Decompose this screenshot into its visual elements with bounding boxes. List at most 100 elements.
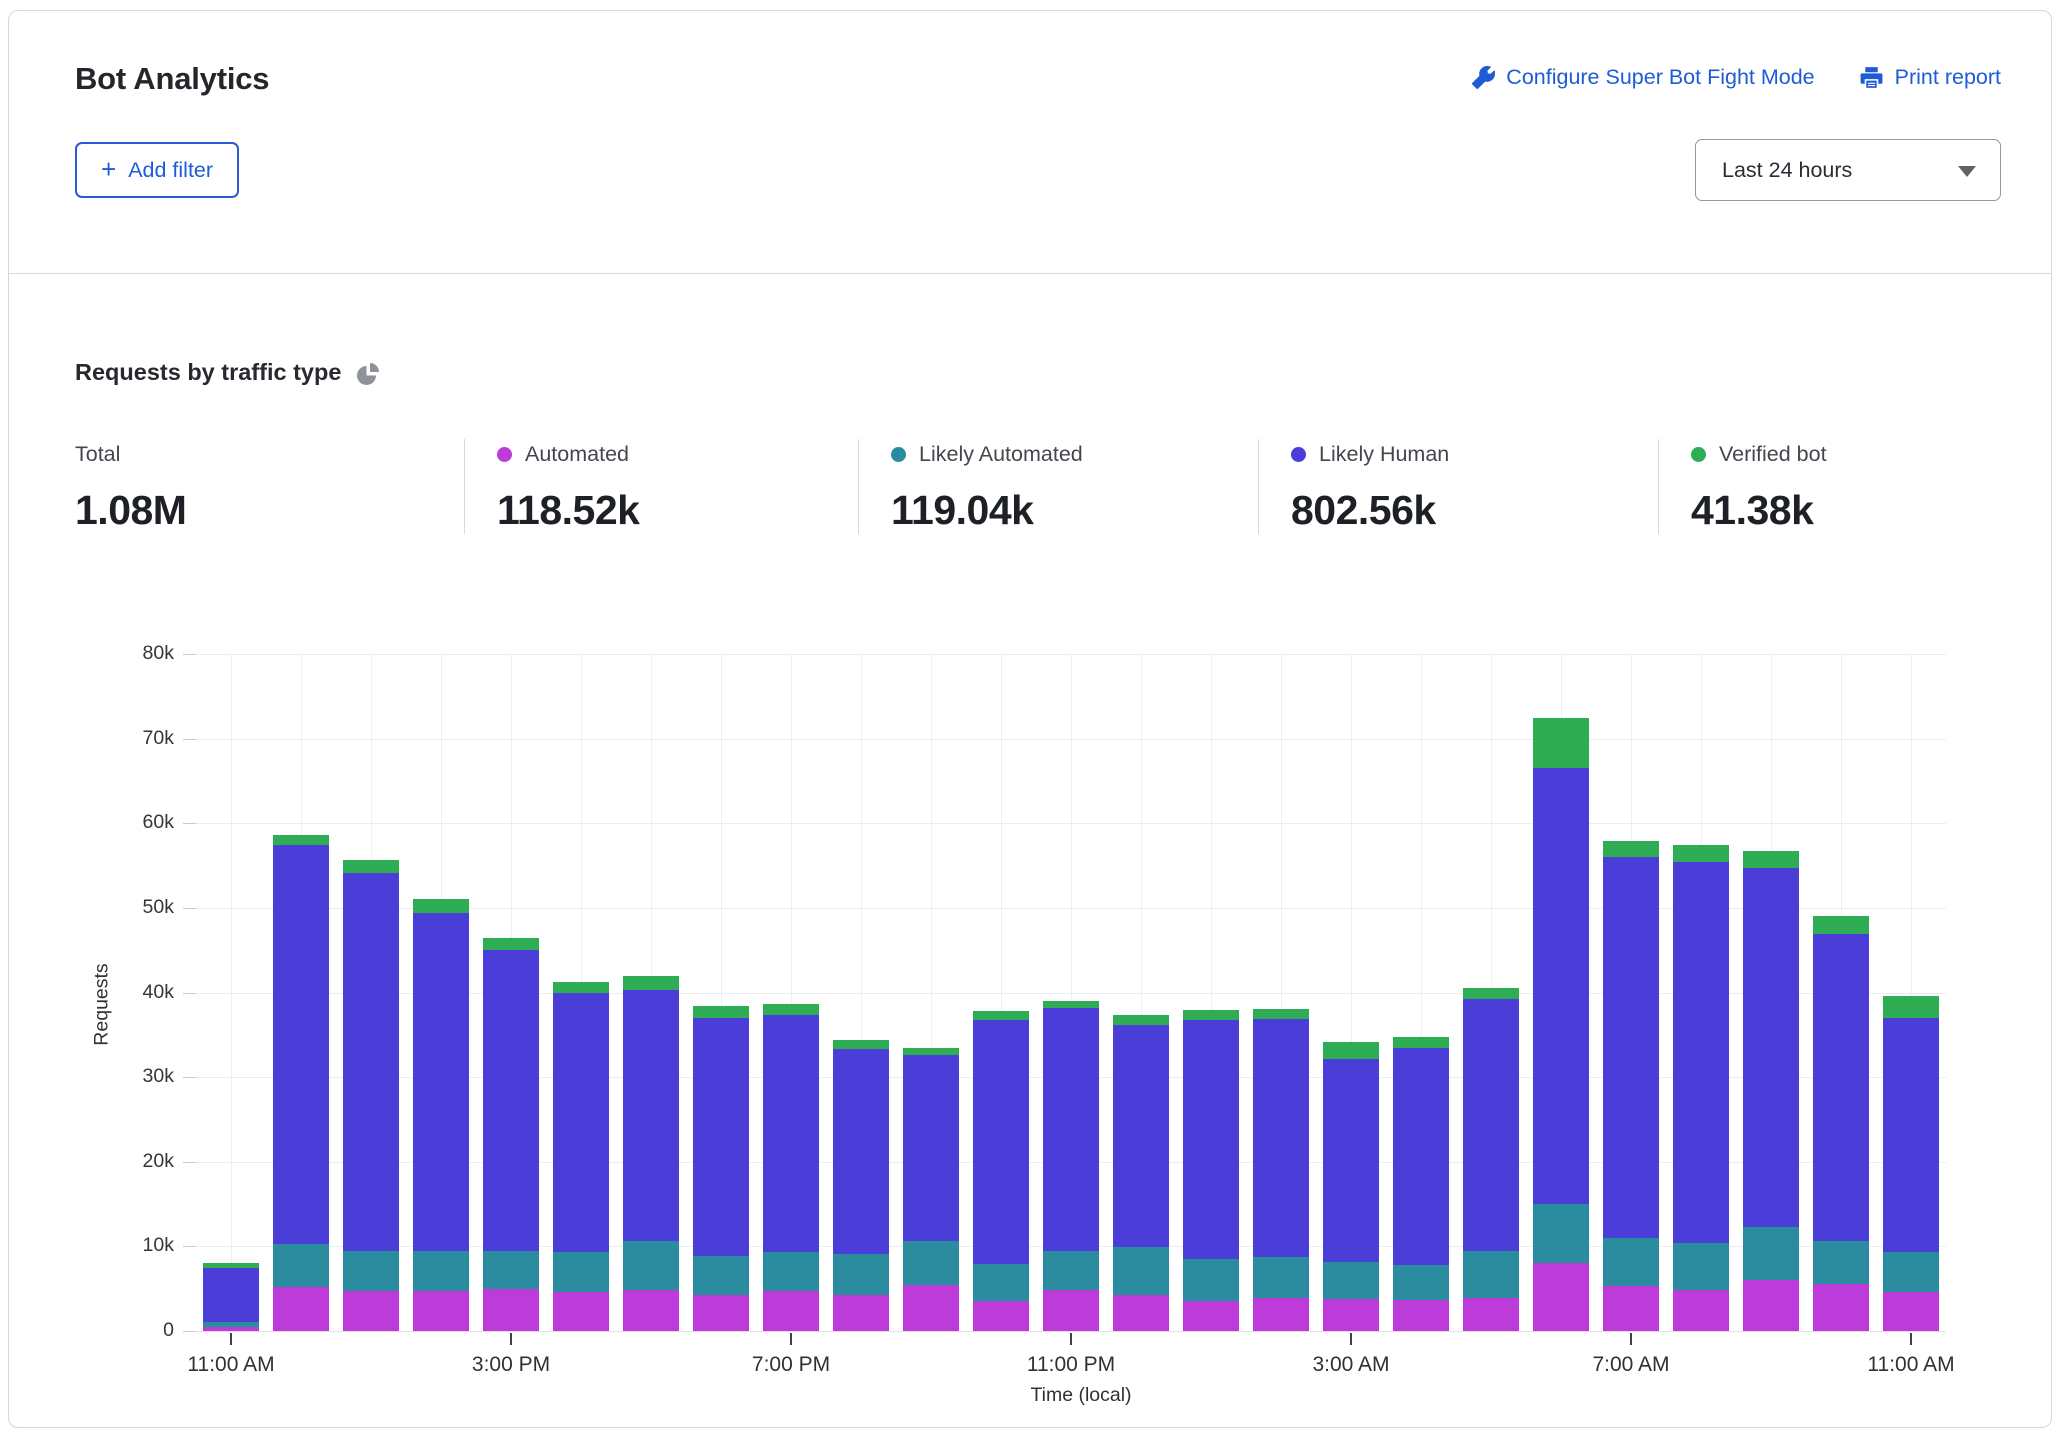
bar-segment-likely-automated (903, 1241, 959, 1286)
stacked-bar[interactable] (1253, 1009, 1309, 1331)
x-tick-label: 7:00 PM (751, 1353, 831, 1376)
wrench-icon (1472, 66, 1496, 89)
bar-segment-likely-human (1393, 1047, 1449, 1266)
y-tick (183, 1246, 196, 1248)
bar-segment-likely-human (1533, 768, 1589, 1205)
stacked-bar[interactable] (763, 1003, 819, 1331)
bar-segment-automated (1323, 1298, 1379, 1331)
print-report-link[interactable]: Print report (1859, 65, 2001, 90)
stacked-bar[interactable] (693, 1006, 749, 1331)
bar-segment-likely-human (1323, 1059, 1379, 1262)
stacked-bar[interactable] (623, 976, 679, 1331)
bar-segment-likely-automated (1323, 1261, 1379, 1299)
bar-segment-verified-bot (273, 835, 329, 846)
time-range-select[interactable]: Last 24 hours (1695, 139, 2001, 201)
stat-verified-bot-value: 41.38k (1691, 487, 1814, 533)
bar-segment-likely-human (1043, 1007, 1099, 1252)
bar-segment-likely-human (1673, 862, 1729, 1244)
y-tick (183, 907, 196, 909)
print-link-label: Print report (1894, 65, 2001, 89)
stacked-bar[interactable] (413, 898, 469, 1331)
y-tick-label: 20k (142, 1149, 174, 1172)
stat-likely-human-label: Likely Human (1319, 441, 1450, 466)
bar-segment-automated (1393, 1299, 1449, 1331)
configure-super-bot-fight-mode-link[interactable]: Configure Super Bot Fight Mode (1472, 65, 1815, 90)
y-tick (183, 992, 196, 994)
stacked-bar[interactable] (1533, 717, 1589, 1331)
stacked-bar[interactable] (1673, 845, 1729, 1331)
x-tick (1910, 1333, 1912, 1345)
bar-segment-likely-automated (1253, 1257, 1309, 1298)
stacked-bar[interactable] (343, 859, 399, 1331)
stat-automated-value: 118.52k (497, 487, 640, 533)
bar-segment-automated (1183, 1300, 1239, 1331)
y-tick (183, 1161, 196, 1163)
bar-segment-verified-bot (973, 1011, 1029, 1020)
y-tick-label: 10k (142, 1234, 174, 1257)
stat-likely-automated: Likely Automated 119.04k (858, 439, 1258, 534)
header-divider (9, 273, 2051, 274)
stacked-bar[interactable] (1323, 1042, 1379, 1331)
stat-likely-human-value: 802.56k (1291, 487, 1436, 533)
stacked-bar[interactable] (1393, 1036, 1449, 1331)
bar-segment-verified-bot (1463, 988, 1519, 1000)
stacked-bar[interactable] (973, 1011, 1029, 1331)
stacked-bar[interactable] (1603, 841, 1659, 1331)
bar-segment-likely-automated (1813, 1241, 1869, 1285)
bar-segment-likely-automated (1533, 1204, 1589, 1264)
bar-segment-likely-automated (1673, 1243, 1729, 1291)
bar-segment-automated (1603, 1286, 1659, 1331)
bar-segment-likely-human (623, 989, 679, 1242)
x-tick (230, 1333, 232, 1345)
printer-icon (1859, 65, 1884, 90)
x-tick-label: 3:00 PM (471, 1353, 551, 1376)
bar-segment-likely-human (1113, 1024, 1169, 1248)
bar-segment-automated (1463, 1298, 1519, 1331)
stacked-bar[interactable] (203, 1263, 259, 1331)
bar-segment-verified-bot (833, 1039, 889, 1050)
bar-segment-likely-automated (1743, 1226, 1799, 1281)
h-gridline (196, 738, 1946, 740)
add-filter-button[interactable]: + Add filter (75, 142, 240, 198)
bar-segment-automated (1883, 1292, 1939, 1331)
stacked-bar[interactable] (1183, 1010, 1239, 1331)
bar-segment-automated (343, 1291, 399, 1331)
y-tick-label: 30k (142, 1065, 174, 1088)
section-title: Requests by traffic type (75, 359, 342, 385)
stacked-bar[interactable] (903, 1048, 959, 1331)
stacked-bar[interactable] (1113, 1015, 1169, 1331)
bar-segment-verified-bot (1883, 995, 1939, 1018)
stacked-bar[interactable] (553, 981, 609, 1331)
bar-segment-verified-bot (693, 1006, 749, 1018)
plot-area (196, 654, 1946, 1332)
stacked-bar[interactable] (1813, 916, 1869, 1331)
bar-segment-likely-human (1603, 857, 1659, 1238)
bar-segment-likely-human (483, 950, 539, 1251)
bar-segment-likely-automated (1183, 1259, 1239, 1301)
bar-segment-likely-human (1183, 1019, 1239, 1260)
stacked-bar[interactable] (1883, 995, 1939, 1331)
stacked-bar[interactable] (1043, 1000, 1099, 1331)
stacked-bar[interactable] (833, 1039, 889, 1331)
stacked-bar[interactable] (1463, 988, 1519, 1331)
bar-segment-likely-automated (343, 1251, 399, 1292)
x-tick-label: 11:00 PM (1026, 1353, 1116, 1376)
stacked-bar[interactable] (483, 938, 539, 1331)
bar-segment-likely-automated (1463, 1251, 1519, 1298)
bar-segment-verified-bot (1323, 1042, 1379, 1060)
time-range-value: Last 24 hours (1722, 157, 1853, 182)
bar-segment-automated (1113, 1295, 1169, 1331)
bar-segment-automated (1813, 1284, 1869, 1331)
bar-segment-verified-bot (1113, 1015, 1169, 1025)
bar-segment-likely-human (763, 1014, 819, 1253)
bar-segment-likely-automated (1393, 1265, 1449, 1300)
bar-segment-verified-bot (483, 938, 539, 951)
h-gridline (196, 654, 1946, 655)
stat-verified-bot-label: Verified bot (1719, 441, 1827, 466)
x-tick (790, 1333, 792, 1345)
bar-segment-verified-bot (1393, 1036, 1449, 1048)
bar-segment-automated (1253, 1298, 1309, 1331)
stacked-bar[interactable] (1743, 851, 1799, 1331)
stacked-bar[interactable] (273, 835, 329, 1331)
bar-segment-likely-human (1743, 868, 1799, 1227)
